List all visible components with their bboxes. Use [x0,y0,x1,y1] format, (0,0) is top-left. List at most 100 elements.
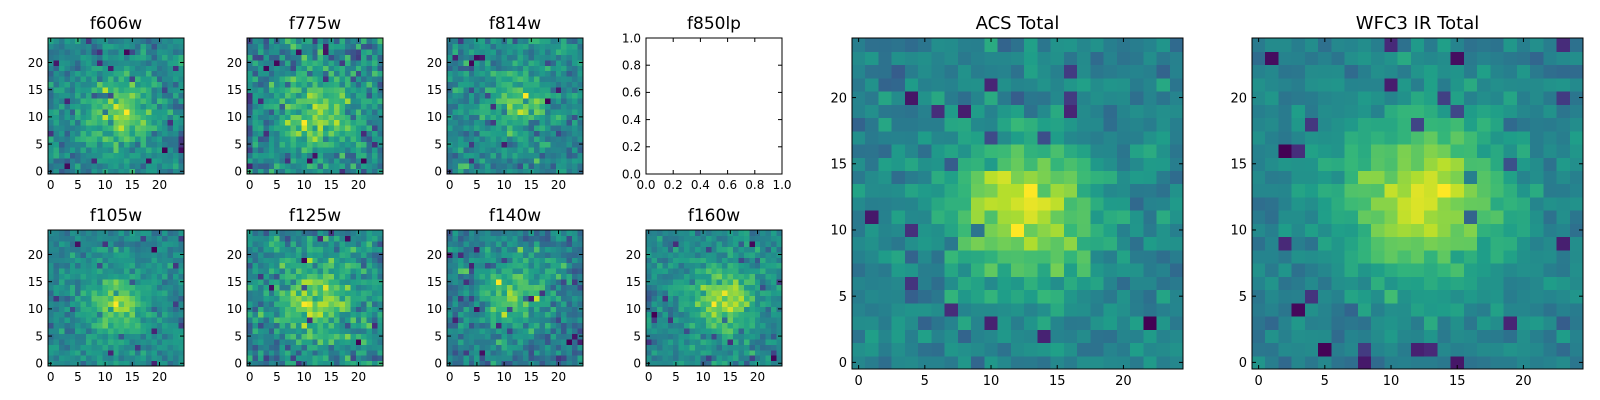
heatmap-cell [539,103,546,110]
heatmap-cell [447,81,454,88]
heatmap-cell [878,196,893,211]
heatmap-cell [151,119,158,126]
heatmap-cell [957,316,972,330]
heatmap-cell [312,141,319,148]
heatmap-cell [577,76,584,83]
heatmap-cell [263,81,270,88]
heatmap-cell [301,278,308,285]
heatmap-cell [295,235,302,242]
heatmap-cell [534,70,541,77]
heatmap-cell [918,196,933,211]
heatmap-cell [167,344,174,351]
heatmap-cell [372,108,379,115]
heatmap-cell [463,284,470,291]
heatmap-cell [651,257,658,264]
heatmap-cell [743,344,750,351]
heatmap-cell [263,251,270,258]
heatmap-cell [490,349,497,356]
heatmap-cell [113,97,120,104]
heatmap-cell [997,289,1012,304]
heatmap-cell [295,289,302,296]
heatmap-cell [865,196,880,211]
heatmap-cell [539,240,546,247]
heatmap-cell [776,257,783,264]
heatmap-cell [145,230,152,237]
heatmap-cell [91,70,98,77]
heatmap-cell [673,306,680,313]
heatmap-cell [678,311,685,318]
heatmap-cell [80,152,87,159]
heatmap-cell [257,338,264,345]
heatmap-cell [285,65,292,72]
heatmap-cell [452,97,459,104]
heatmap-cell [118,157,125,164]
y-tick-label: 20 [28,56,43,70]
heatmap-cell [328,103,335,110]
heatmap-cell [539,48,546,55]
heatmap-cell [279,81,286,88]
heatmap-cell [673,284,680,291]
heatmap-cell [173,322,180,329]
heatmap-cell [539,152,546,159]
heatmap-cell [865,342,880,357]
heatmap-cell [306,262,313,269]
heatmap-cell [457,146,464,153]
heatmap-cell [118,306,125,313]
heatmap-cell [566,284,573,291]
heatmap-cell [495,360,502,367]
heatmap-cell [350,146,357,153]
heatmap-cell [776,322,783,329]
heatmap-cell [156,306,163,313]
heatmap-cell [135,246,142,253]
heatmap-cell [372,235,379,242]
heatmap-cell [479,103,486,110]
heatmap-cell [711,344,718,351]
heatmap-cell [1169,355,1184,370]
heatmap-cell [48,295,55,302]
heatmap-cell [490,119,497,126]
heatmap-cell [684,311,691,318]
heatmap-cell [944,289,959,304]
heatmap-cell [544,344,551,351]
heatmap-cell [512,38,519,45]
heatmap-cell [344,355,351,362]
heatmap-cell [534,54,541,61]
heatmap-cell [102,59,109,66]
heatmap-cell [555,125,562,132]
heatmap-cell [80,349,87,356]
heatmap-cell [572,322,579,329]
heatmap-cell [69,322,76,329]
heatmap-cell [306,81,313,88]
heatmap-cell [372,355,379,362]
heatmap-cell [361,38,368,45]
heatmap-cell [86,327,93,334]
heatmap-cell [252,322,259,329]
heatmap-cell [96,141,103,148]
heatmap-cell [1024,302,1038,317]
heatmap-cell [124,152,131,159]
heatmap-cell [733,268,740,275]
heatmap-cell [268,135,275,142]
heatmap-cell [279,59,286,66]
heatmap-cell [323,81,330,88]
heatmap-cell [1063,210,1078,224]
heatmap-cell [705,284,712,291]
heatmap-cell [135,168,142,175]
heatmap-cell [528,333,535,340]
heatmap-cell [48,108,55,115]
heatmap-cell [689,278,696,285]
heatmap-cell [96,157,103,164]
heatmap-cell [512,240,519,247]
heatmap-cell [457,262,464,269]
heatmap-cell [485,284,492,291]
heatmap-cell [447,317,454,324]
heatmap-cell [58,152,65,159]
heatmap-cell [91,76,98,83]
heatmap-cell [145,92,152,99]
heatmap-cell [135,349,142,356]
heatmap-cell [53,135,60,142]
heatmap-cell [252,230,259,237]
heatmap-cell [372,141,379,148]
heatmap-cell [517,163,524,170]
heatmap-cell [69,262,76,269]
